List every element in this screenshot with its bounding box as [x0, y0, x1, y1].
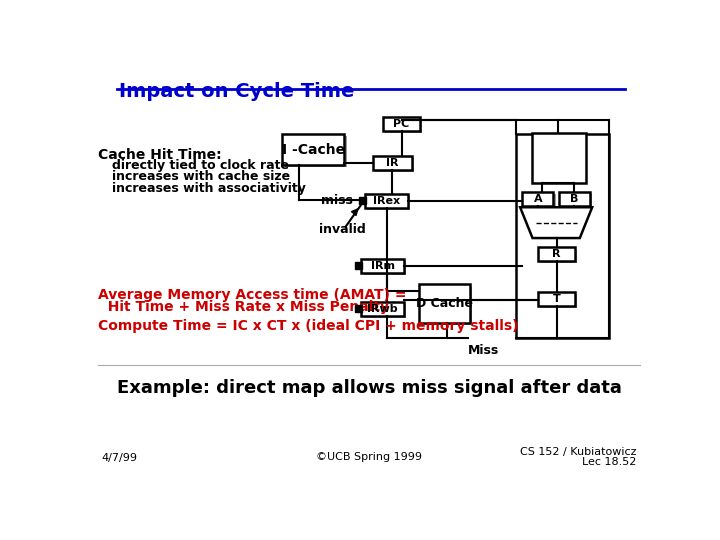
- Bar: [355, 305, 362, 312]
- Text: 4/7/99: 4/7/99: [102, 453, 138, 462]
- Bar: [523, 192, 554, 206]
- Text: D Cache: D Cache: [416, 297, 473, 310]
- Text: IRm: IRm: [371, 261, 395, 271]
- Text: B: B: [570, 194, 579, 204]
- Bar: [525, 194, 556, 208]
- Bar: [282, 134, 344, 165]
- Text: Compute Time = IC x CT x (ideal CPI + memory stalls): Compute Time = IC x CT x (ideal CPI + me…: [98, 319, 518, 333]
- Text: PC: PC: [393, 119, 410, 129]
- Text: invalid: invalid: [319, 222, 365, 235]
- Text: ©UCB Spring 1999: ©UCB Spring 1999: [316, 453, 422, 462]
- Bar: [284, 137, 346, 167]
- Text: Cache Hit Time:: Cache Hit Time:: [98, 148, 221, 162]
- Bar: [365, 194, 408, 208]
- Bar: [540, 294, 577, 308]
- Bar: [385, 119, 423, 133]
- Polygon shape: [520, 207, 593, 238]
- Bar: [364, 304, 406, 318]
- Text: R: R: [552, 249, 561, 259]
- Text: CS 152 / Kubiatowicz: CS 152 / Kubiatowicz: [520, 447, 636, 457]
- Bar: [359, 197, 366, 204]
- Bar: [361, 259, 404, 273]
- Text: IRwb: IRwb: [367, 304, 398, 314]
- Bar: [538, 292, 575, 306]
- Text: Example: direct map allows miss signal after data: Example: direct map allows miss signal a…: [117, 379, 621, 397]
- Bar: [355, 262, 362, 269]
- Bar: [375, 158, 414, 172]
- Bar: [538, 247, 575, 261]
- Text: Average Memory Access time (AMAT) =: Average Memory Access time (AMAT) =: [98, 288, 406, 302]
- Bar: [540, 249, 577, 264]
- Text: IR: IR: [386, 158, 398, 167]
- Bar: [383, 117, 420, 131]
- Bar: [419, 284, 469, 323]
- Bar: [532, 132, 586, 183]
- Text: increases with cache size: increases with cache size: [112, 170, 290, 183]
- Bar: [361, 302, 404, 316]
- Text: directly tied to clock rate: directly tied to clock rate: [112, 159, 289, 172]
- Text: Impact on Cycle Time: Impact on Cycle Time: [120, 82, 355, 101]
- Text: increases with associativity: increases with associativity: [112, 182, 305, 195]
- Bar: [364, 261, 406, 275]
- Bar: [422, 287, 472, 325]
- Text: Miss: Miss: [468, 345, 500, 357]
- Bar: [373, 156, 412, 170]
- Bar: [367, 197, 410, 211]
- Text: T: T: [553, 294, 560, 304]
- Text: A: A: [534, 194, 542, 204]
- Text: I -Cache: I -Cache: [282, 143, 345, 157]
- Bar: [561, 194, 593, 208]
- Text: miss: miss: [321, 194, 353, 207]
- Bar: [516, 134, 609, 338]
- Text: IRex: IRex: [373, 196, 400, 206]
- Text: Lec 18.52: Lec 18.52: [582, 457, 636, 467]
- Text: Hit Time + Miss Rate x Miss Penalty: Hit Time + Miss Rate x Miss Penalty: [98, 300, 389, 314]
- Bar: [559, 192, 590, 206]
